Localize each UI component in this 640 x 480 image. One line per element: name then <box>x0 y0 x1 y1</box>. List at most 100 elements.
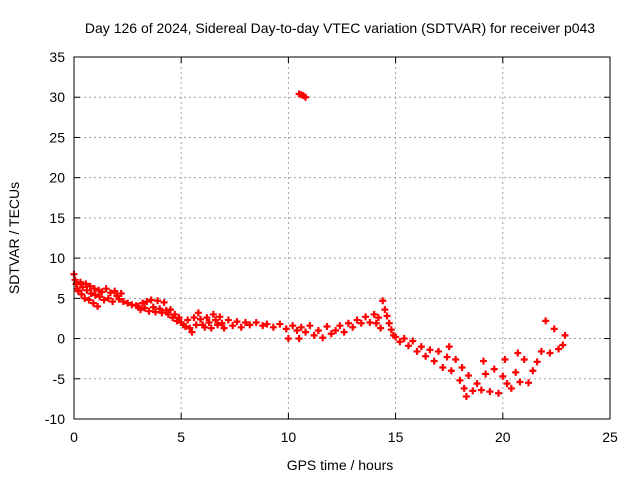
data-point <box>102 285 110 293</box>
data-point <box>233 318 241 326</box>
data-point <box>224 316 232 324</box>
data-point <box>501 355 509 363</box>
data-point <box>209 310 217 318</box>
data-point <box>344 319 352 327</box>
data-point <box>452 355 460 363</box>
data-point <box>89 299 97 307</box>
data-point <box>422 352 430 360</box>
data-point <box>192 321 200 329</box>
data-point <box>297 323 305 331</box>
data-point <box>430 357 438 365</box>
data-point <box>458 364 466 372</box>
data-point <box>434 347 442 355</box>
x-axis-label: GPS time / hours <box>287 457 394 473</box>
data-point <box>109 298 117 306</box>
data-point <box>100 296 108 304</box>
data-point <box>171 310 179 318</box>
data-point <box>164 310 172 318</box>
data-point <box>276 320 284 328</box>
axis-ticks: 0 5 10 15 20 25 -10 -5 0 5 10 15 20 25 30 35 <box>45 49 618 445</box>
data-point <box>477 386 485 394</box>
y-tick-label: 35 <box>49 49 65 65</box>
data-point <box>377 324 385 332</box>
data-point <box>119 298 127 306</box>
y-tick-label: 15 <box>49 210 65 226</box>
data-point <box>151 308 159 316</box>
data-point <box>443 353 451 361</box>
data-point <box>78 290 86 298</box>
data-point <box>559 341 567 349</box>
data-point <box>349 323 357 331</box>
data-point <box>383 312 391 320</box>
data-point <box>302 93 310 101</box>
data-point <box>400 335 408 343</box>
data-point <box>507 384 515 392</box>
y-tick-label: 10 <box>49 250 65 266</box>
data-point <box>503 380 511 388</box>
data-point <box>282 325 290 333</box>
data-point <box>158 309 166 317</box>
data-point <box>516 378 524 386</box>
data-point <box>205 318 213 326</box>
data-point <box>480 357 488 365</box>
data-point <box>456 376 464 384</box>
data-point <box>357 319 365 327</box>
data-point <box>550 325 558 333</box>
data-point <box>327 330 335 338</box>
data-point <box>306 322 314 330</box>
data-point <box>220 324 228 332</box>
data-point <box>314 327 322 335</box>
data-point <box>561 331 569 339</box>
x-tick-label: 0 <box>70 429 78 445</box>
data-point <box>263 320 271 328</box>
data-point <box>413 347 421 355</box>
data-point <box>473 380 481 388</box>
chart-title: Day 126 of 2024, Sidereal Day-to-day VTE… <box>85 20 595 36</box>
data-point <box>115 295 123 303</box>
data-point <box>90 285 98 293</box>
data-point <box>106 289 114 297</box>
data-point <box>387 326 395 334</box>
data-point <box>139 299 147 307</box>
data-point <box>426 346 434 354</box>
data-point <box>319 334 327 342</box>
y-tick-label: 0 <box>57 331 65 347</box>
data-point <box>533 358 541 366</box>
data-point <box>310 331 318 339</box>
data-point <box>85 296 93 304</box>
data-point <box>542 317 550 325</box>
data-point <box>289 322 297 330</box>
data-point <box>246 321 254 329</box>
x-tick-label: 5 <box>177 429 185 445</box>
data-point <box>417 343 425 351</box>
data-point <box>194 309 202 317</box>
data-point <box>439 364 447 372</box>
data-point <box>385 319 393 327</box>
data-point <box>98 288 106 296</box>
data-point <box>514 349 522 357</box>
y-tick-label: -5 <box>53 371 66 387</box>
data-points <box>70 90 569 400</box>
data-point <box>242 318 250 326</box>
data-point <box>154 297 162 305</box>
data-point <box>295 335 303 343</box>
data-point <box>111 287 119 295</box>
data-point <box>188 328 196 336</box>
data-point <box>486 388 494 396</box>
data-point <box>379 297 387 305</box>
data-point <box>362 313 370 321</box>
data-point <box>445 343 453 351</box>
data-point <box>141 304 149 312</box>
y-tick-label: -10 <box>45 411 65 427</box>
x-tick-label: 20 <box>495 429 511 445</box>
data-point <box>96 293 104 301</box>
data-point <box>460 384 468 392</box>
data-point <box>229 322 237 330</box>
data-point <box>332 327 340 335</box>
data-point <box>555 345 563 353</box>
data-point <box>216 313 224 321</box>
data-point <box>91 291 99 299</box>
data-point <box>512 368 520 376</box>
data-point <box>166 306 174 314</box>
